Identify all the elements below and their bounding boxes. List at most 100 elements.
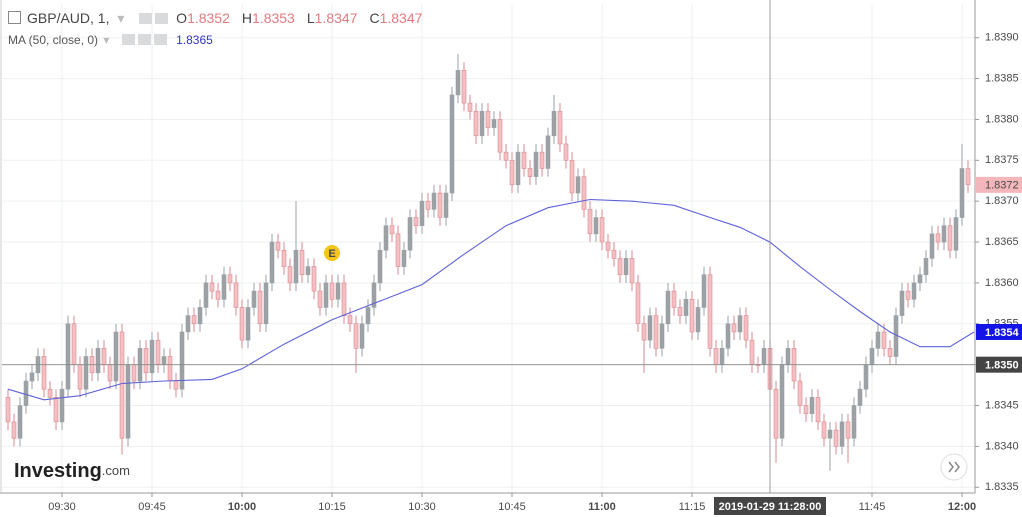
x-tick-label: 11:15 xyxy=(679,501,706,513)
y-tick-label: 1.8385 xyxy=(985,72,1019,84)
candle-body xyxy=(179,331,185,390)
candle-body xyxy=(941,225,947,243)
candle-body xyxy=(659,323,665,349)
event-marker xyxy=(324,245,340,261)
candle-body xyxy=(665,290,671,325)
candle-body xyxy=(581,176,587,210)
candle-body xyxy=(761,348,767,365)
candle-body xyxy=(683,298,689,316)
candle-body xyxy=(617,258,623,276)
candle-body xyxy=(167,356,173,382)
candle-body xyxy=(161,356,167,365)
ma-line xyxy=(7,198,975,401)
legend-value: 1.8352 xyxy=(187,10,230,26)
candle-body xyxy=(515,151,521,186)
candle-body xyxy=(821,421,827,439)
candle-body xyxy=(569,160,575,194)
scroll-right-button[interactable] xyxy=(940,453,968,481)
candle-body xyxy=(125,364,131,439)
candle-body xyxy=(149,339,155,374)
candle-body xyxy=(233,282,239,308)
candle-body xyxy=(371,282,377,308)
candle-body xyxy=(425,200,431,210)
watermark-domain: .com xyxy=(102,463,130,478)
candle-body xyxy=(353,323,359,349)
candle-body xyxy=(251,290,257,308)
candle-body xyxy=(155,339,161,365)
candle-body xyxy=(935,233,941,243)
candle-body xyxy=(53,397,59,423)
candle-body xyxy=(629,258,635,284)
watermark: Investing.com xyxy=(14,460,130,482)
candle-body xyxy=(365,307,371,325)
candle-body xyxy=(953,217,959,251)
x-tick-label: 11:00 xyxy=(588,501,616,513)
candle-body xyxy=(911,282,917,300)
candle-body xyxy=(245,307,251,341)
candle-body xyxy=(719,348,725,365)
candle-body xyxy=(623,258,629,276)
candle-body xyxy=(701,274,707,308)
candle-body xyxy=(275,241,281,251)
candle-body xyxy=(551,110,557,137)
candle-body xyxy=(857,388,863,406)
candle-body xyxy=(959,168,965,218)
candle-body xyxy=(773,388,779,439)
candle-body xyxy=(887,348,893,357)
candle-body xyxy=(65,323,71,390)
legend-key: C xyxy=(369,10,380,26)
candle-body xyxy=(419,200,425,227)
candle-body xyxy=(803,405,809,415)
candle-body xyxy=(899,290,905,316)
candle-body xyxy=(797,380,803,406)
candle-body xyxy=(131,364,137,382)
candle-body xyxy=(257,290,263,325)
candle-body xyxy=(185,315,191,333)
candle-body xyxy=(647,315,653,341)
candle-body xyxy=(575,176,581,194)
candle-body xyxy=(173,380,179,390)
candle-body xyxy=(215,290,221,300)
y-tick-label: 1.8380 xyxy=(985,113,1019,125)
candle-body xyxy=(731,323,737,333)
candle-body xyxy=(455,70,461,96)
x-tick-label: 10:15 xyxy=(318,501,346,513)
candle-body xyxy=(599,217,605,243)
candle-body xyxy=(467,102,473,112)
candle-body xyxy=(947,225,953,251)
candle-body xyxy=(101,348,107,365)
y-tick-label: 1.8365 xyxy=(985,236,1019,248)
candle-body xyxy=(323,282,329,308)
candle-body xyxy=(593,217,599,235)
dropdown-icon[interactable]: ▾ xyxy=(103,33,110,47)
candle-body xyxy=(827,429,833,439)
candle-body xyxy=(377,249,383,284)
y-tick-label: 1.8375 xyxy=(985,154,1019,166)
legend-key: L xyxy=(306,10,315,26)
candle-body xyxy=(497,119,503,153)
candle-body xyxy=(833,429,839,447)
collapse-icon[interactable] xyxy=(8,11,21,24)
candle-body xyxy=(191,315,197,325)
candle-body xyxy=(401,249,407,267)
x-tick-label: 09:30 xyxy=(48,501,76,513)
candle-body xyxy=(695,307,701,333)
candle-body xyxy=(311,266,317,292)
candle-body xyxy=(263,282,269,325)
ma-name: MA (50, close, 0) xyxy=(8,33,99,47)
candle-body xyxy=(203,282,209,308)
ma-legend-value: 1.8365 xyxy=(176,33,213,47)
candle-body xyxy=(779,364,785,439)
dropdown-icon[interactable]: ▾ xyxy=(117,10,125,26)
candle-body xyxy=(563,143,569,161)
y-tick-label: 1.8370 xyxy=(985,195,1019,207)
candle-body xyxy=(611,249,617,259)
candle-body xyxy=(443,192,449,218)
x-tick-label: 11:45 xyxy=(859,501,886,513)
candle-body xyxy=(461,70,467,104)
candle-body xyxy=(881,331,887,349)
candle-body xyxy=(431,192,437,210)
candle-body xyxy=(359,323,365,349)
candle-body xyxy=(449,94,455,194)
